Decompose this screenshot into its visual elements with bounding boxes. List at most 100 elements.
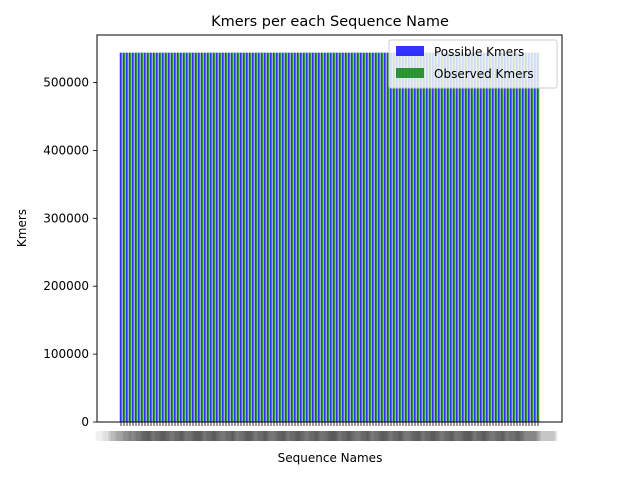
x-tick-label-overlap (205, 431, 253, 441)
x-tick-label-overlap (116, 431, 150, 441)
bar-observed-kmers (163, 52, 165, 423)
bar-observed-kmers (166, 52, 168, 423)
bar-possible-kmers (392, 52, 394, 423)
bar-observed-kmers (406, 52, 408, 423)
bar-observed-kmers (391, 52, 393, 423)
bar-observed-kmers (277, 52, 279, 423)
bar-possible-kmers (149, 52, 151, 423)
bar-observed-kmers (514, 52, 516, 423)
x-tick-label-overlap (143, 431, 165, 441)
bar-observed-kmers (232, 52, 234, 423)
bar-observed-kmers (220, 52, 222, 423)
x-tick-label-overlap (385, 431, 439, 441)
x-tick-label-overlap (367, 431, 403, 441)
bar-observed-kmers (472, 52, 474, 423)
x-tick-label-overlap (271, 431, 301, 441)
bar-observed-kmers (169, 52, 171, 423)
bar-observed-kmers (346, 52, 348, 423)
legend-swatch-observed (396, 68, 424, 78)
bar-observed-kmers (496, 52, 498, 423)
bar-possible-kmers (398, 52, 400, 423)
bar-observed-kmers (262, 52, 264, 423)
bar-observed-kmers (226, 52, 228, 423)
x-tick-label-overlap (294, 431, 356, 441)
x-tick-label-overlap (418, 431, 454, 441)
bar-possible-kmers (194, 52, 196, 423)
bar-possible-kmers (515, 52, 517, 423)
bar-observed-kmers (196, 52, 198, 423)
x-tick-label-overlap (461, 431, 525, 441)
x-tick-label-overlap (436, 431, 490, 441)
x-tick-label-overlap (243, 431, 305, 441)
bar-possible-kmers (521, 52, 523, 423)
bar-possible-kmers (512, 52, 514, 423)
bar-observed-kmers (442, 52, 444, 423)
bar-observed-kmers (382, 52, 384, 423)
x-tick-label-overlap (127, 431, 187, 441)
y-tick-label: 200000 (43, 279, 89, 293)
x-tick-label-overlap (500, 431, 558, 441)
bar-possible-kmers (524, 52, 526, 423)
x-tick-label-overlap (123, 431, 149, 441)
x-tick-label-overlap (464, 431, 486, 441)
x-tick-label-overlap (392, 431, 438, 441)
bar-observed-kmers (532, 52, 534, 423)
bar-observed-kmers (322, 52, 324, 423)
bar-possible-kmers (383, 52, 385, 423)
x-tick-label-overlap (354, 431, 386, 441)
x-tick-label-overlap (140, 431, 204, 441)
bar-possible-kmers (239, 52, 241, 423)
bar-observed-kmers (256, 52, 258, 423)
bar-observed-kmers (124, 52, 126, 423)
bar-possible-kmers (245, 52, 247, 423)
x-tick-label-overlap (239, 431, 267, 441)
bar-possible-kmers (491, 52, 493, 423)
bar-possible-kmers (536, 52, 538, 423)
x-tick-label-overlap (372, 431, 422, 441)
bar-observed-kmers (529, 52, 531, 423)
bar-possible-kmers (341, 52, 343, 423)
x-tick-label-overlap (445, 431, 469, 441)
x-tick-label-overlap (232, 431, 268, 441)
x-tick-label-overlap (191, 431, 255, 441)
x-tick-label-overlap (148, 431, 184, 441)
x-tick-label-overlap (477, 431, 503, 441)
x-tick-label-overlap (502, 431, 538, 441)
bar-observed-kmers (319, 52, 321, 423)
x-tick-label-overlap (404, 431, 456, 441)
bar-possible-kmers (443, 52, 445, 423)
bar-observed-kmers (283, 52, 285, 423)
x-tick-label-overlap (262, 431, 322, 441)
x-tick-label-overlap (161, 431, 201, 441)
x-tick-label-overlap (257, 431, 303, 441)
bar-observed-kmers (538, 52, 540, 423)
bar-observed-kmers (238, 52, 240, 423)
x-tick-label-overlap (308, 431, 354, 441)
bar-observed-kmers (364, 52, 366, 423)
bar-possible-kmers (485, 52, 487, 423)
bar-observed-kmers (175, 52, 177, 423)
bar-observed-kmers (397, 52, 399, 423)
bar-possible-kmers (176, 52, 178, 423)
bar-observed-kmers (499, 52, 501, 423)
x-tick-label-overlap (250, 431, 304, 441)
bar-observed-kmers (520, 52, 522, 423)
x-tick-label-overlap (166, 431, 220, 441)
x-tick-label-overlap (329, 431, 351, 441)
bar-possible-kmers (497, 52, 499, 423)
x-tick-label-overlap (136, 431, 166, 441)
bar-observed-kmers (157, 52, 159, 423)
bar-possible-kmers (170, 52, 172, 423)
x-tick-label-overlap (226, 431, 250, 441)
bar-possible-kmers (338, 52, 340, 423)
bar-observed-kmers (526, 52, 528, 423)
bar-possible-kmers (254, 52, 256, 423)
bar-observed-kmers (301, 52, 303, 423)
x-tick-label-overlap (470, 431, 504, 441)
bar-possible-kmers (482, 52, 484, 423)
x-tick-label-overlap (134, 431, 186, 441)
x-tick-label-overlap (198, 431, 254, 441)
x-tick-label-overlap (246, 431, 266, 441)
x-tick-label-overlap (322, 431, 352, 441)
